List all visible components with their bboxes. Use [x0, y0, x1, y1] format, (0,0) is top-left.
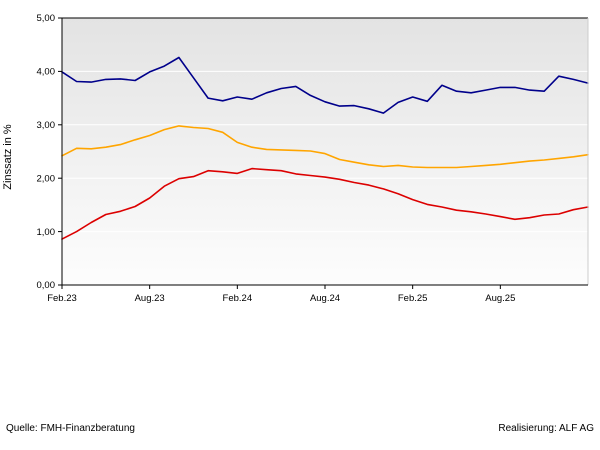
y-tick-label: 0,00 [37, 280, 56, 291]
line-red [61, 167, 589, 240]
x-tick-label: Feb.23 [47, 293, 77, 304]
x-tick-label: Aug.23 [135, 293, 165, 304]
x-tick-label: Aug.25 [485, 293, 515, 304]
realization-credit: Realisierung: ALF AG [498, 423, 594, 434]
y-axis-title: Zinssatz in % [2, 124, 14, 190]
y-tick-label: 3,00 [37, 120, 56, 131]
rate-chart: 0,00 1,00 2,00 3,00 4,00 5,00 Feb.23 Aug.23 Feb.… [2, 13, 589, 304]
chart-canvas: 0,00 1,00 2,00 3,00 4,00 5,00 Feb.23 Aug.23 Feb.… [37, 13, 589, 304]
x-tick-label: Feb.25 [398, 293, 428, 304]
y-tick-label: 1,00 [37, 227, 56, 238]
x-tick-label: Aug.24 [310, 293, 340, 304]
y-tick-label: 5,00 [37, 13, 56, 24]
x-tick-label: Feb.24 [223, 293, 253, 304]
line-orange [61, 125, 589, 169]
chart-footer: Quelle: FMH-Finanzberatung Realisierung:… [0, 423, 600, 439]
y-tick-label: 4,00 [37, 67, 56, 78]
source-credit: Quelle: FMH-Finanzberatung [6, 423, 135, 434]
plot-area [62, 18, 588, 285]
y-tick-label: 2,00 [37, 173, 56, 184]
line-dark-blue [61, 56, 589, 114]
